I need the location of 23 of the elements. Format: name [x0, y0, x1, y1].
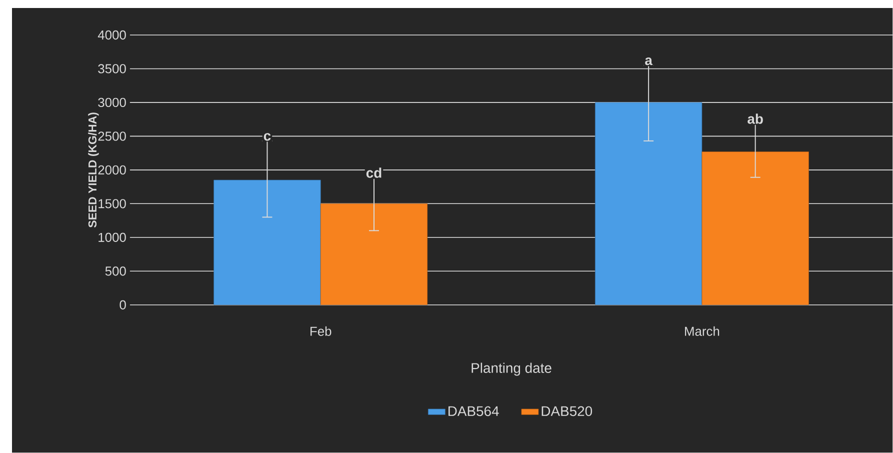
y-tick-label: 4000 — [98, 30, 126, 40]
y-axis-title: SEED YIELD (KG/HA) — [88, 112, 99, 228]
bar — [214, 180, 321, 305]
data-label: c — [264, 133, 271, 141]
y-tick-label: 500 — [105, 266, 126, 276]
bar — [594, 102, 702, 305]
x-tick-label: Feb — [310, 326, 332, 336]
x-axis-title: Planting date — [472, 362, 552, 376]
y-tick-label: 2000 — [98, 165, 126, 175]
data-label: ab — [748, 114, 763, 124]
y-tick-label: 1500 — [98, 199, 126, 208]
legend-label: DAB520 — [542, 406, 592, 416]
y-tick-label: 3500 — [98, 64, 126, 74]
data-label: cd — [366, 168, 382, 178]
y-tick-label: 3000 — [98, 98, 126, 108]
legend-label: DAB564 — [448, 406, 499, 416]
x-tick-label: March — [685, 326, 720, 336]
y-tick-label: 2500 — [98, 132, 126, 141]
data-label: a — [645, 58, 653, 66]
bar — [702, 152, 809, 305]
y-tick-label: 0 — [120, 300, 126, 310]
bar — [320, 204, 428, 305]
y-tick-label: 1000 — [98, 232, 126, 242]
